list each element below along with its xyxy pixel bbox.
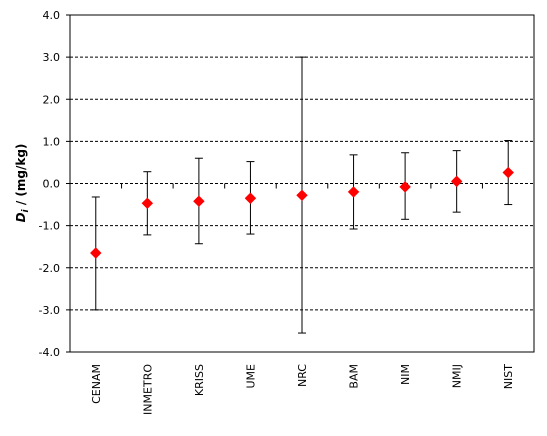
x-category-label: NIM [399, 364, 412, 385]
x-category-label: UME [244, 364, 257, 389]
y-axis-title-unit: / (mg/kg) [14, 144, 28, 210]
category-divider-ticks [121, 183, 483, 189]
y-tick-label: 4.0 [43, 9, 61, 22]
data-point-bam [347, 186, 360, 198]
y-axis-title: Di / (mg/kg) [14, 144, 31, 223]
x-category-label: NIST [502, 364, 515, 389]
data-point-nrc [296, 189, 308, 202]
x-axis-category-labels: CENAM INMETRO KRISS UME NRC BAM NIM NMIJ NIST [90, 364, 515, 415]
y-tick-label: -3.0 [39, 304, 60, 317]
y-axis-title-symbol: D [14, 212, 28, 222]
x-category-label: NRC [296, 364, 309, 387]
y-tick-label: 1.0 [43, 135, 61, 148]
y-tick-label: -4.0 [39, 346, 60, 359]
x-category-label: BAM [348, 364, 361, 389]
y-tick-label: 2.0 [43, 93, 61, 106]
y-tick-label: -2.0 [39, 262, 60, 275]
y-axis-tick-labels: 4.0 3.0 2.0 1.0 0.0 -1.0 -2.0 -3.0 -4.0 [39, 9, 70, 359]
data-point-nim [399, 181, 411, 193]
y-tick-label: -1.0 [39, 220, 60, 233]
data-point-cenam [90, 247, 102, 259]
data-point-inmetro [141, 197, 154, 210]
x-category-label: KRISS [193, 364, 206, 396]
y-axis-title-subscript: i [21, 208, 31, 212]
x-category-label: NMIJ [451, 364, 464, 388]
x-category-label: INMETRO [141, 364, 154, 415]
data-point-nmij [450, 175, 463, 188]
data-point-ume [244, 192, 257, 204]
y-tick-label: 3.0 [43, 51, 61, 64]
y-tick-label: 0.0 [43, 178, 61, 191]
data-point-kriss [193, 195, 205, 207]
x-category-label: CENAM [90, 364, 103, 404]
data-point-nist [502, 166, 514, 179]
data-points [90, 166, 514, 259]
